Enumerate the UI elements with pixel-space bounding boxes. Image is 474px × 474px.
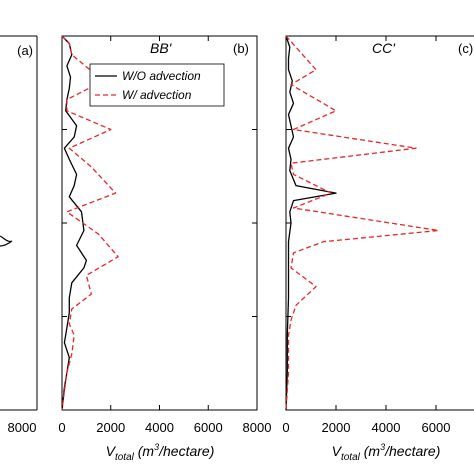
xtick-label: 0 [58,420,65,435]
legend-label-with: W/ advection [122,88,192,102]
xtick-label: 2000 [96,420,125,435]
panel-a: (a) 8000 [0,35,38,435]
xtick-label: 4000 [145,420,174,435]
xtick-label: 6000 [422,420,451,435]
xtick-label: 8000 [243,420,272,435]
panel-b-title: BB' [150,40,173,56]
panel-a-curve-fragment [0,235,13,247]
panel-b-xticks: 0 2000 4000 6000 8000 [58,36,271,435]
legend-box [89,63,225,107]
panel-a-xtick: 8000 [8,420,37,435]
series-line-without-advection [61,35,88,411]
panel-b: 0 2000 4000 6000 8000 BB' (b) W/O advection … [58,35,271,463]
legend-label-without: W/O advection [122,69,201,83]
series-line-with-advection [61,35,119,411]
xtick-label: 6000 [194,420,223,435]
panel-b-tag: (b) [233,41,249,56]
panel-b-series [61,35,119,411]
xtick-label: 0 [282,420,289,435]
panel-a-tag: (a) [17,43,33,58]
panel-b-xlabel: Vtotal (m3/hectare) [106,442,215,463]
panel-b-legend: W/O advection W/ advection [89,63,225,107]
series-line-with-advection [285,35,440,411]
panel-c-title: CC' [372,40,396,56]
panel-c-tag: (c) [458,41,473,56]
xtick-label: 4000 [372,420,401,435]
xtick-label: 2000 [322,420,351,435]
panel-b-yticks [62,129,257,317]
series-line-without-advection [285,35,337,411]
panel-c-series [285,35,440,411]
panel-c-frame [285,35,474,411]
panel-c-xlabel: Vtotal (m3/hectare) [332,442,441,463]
